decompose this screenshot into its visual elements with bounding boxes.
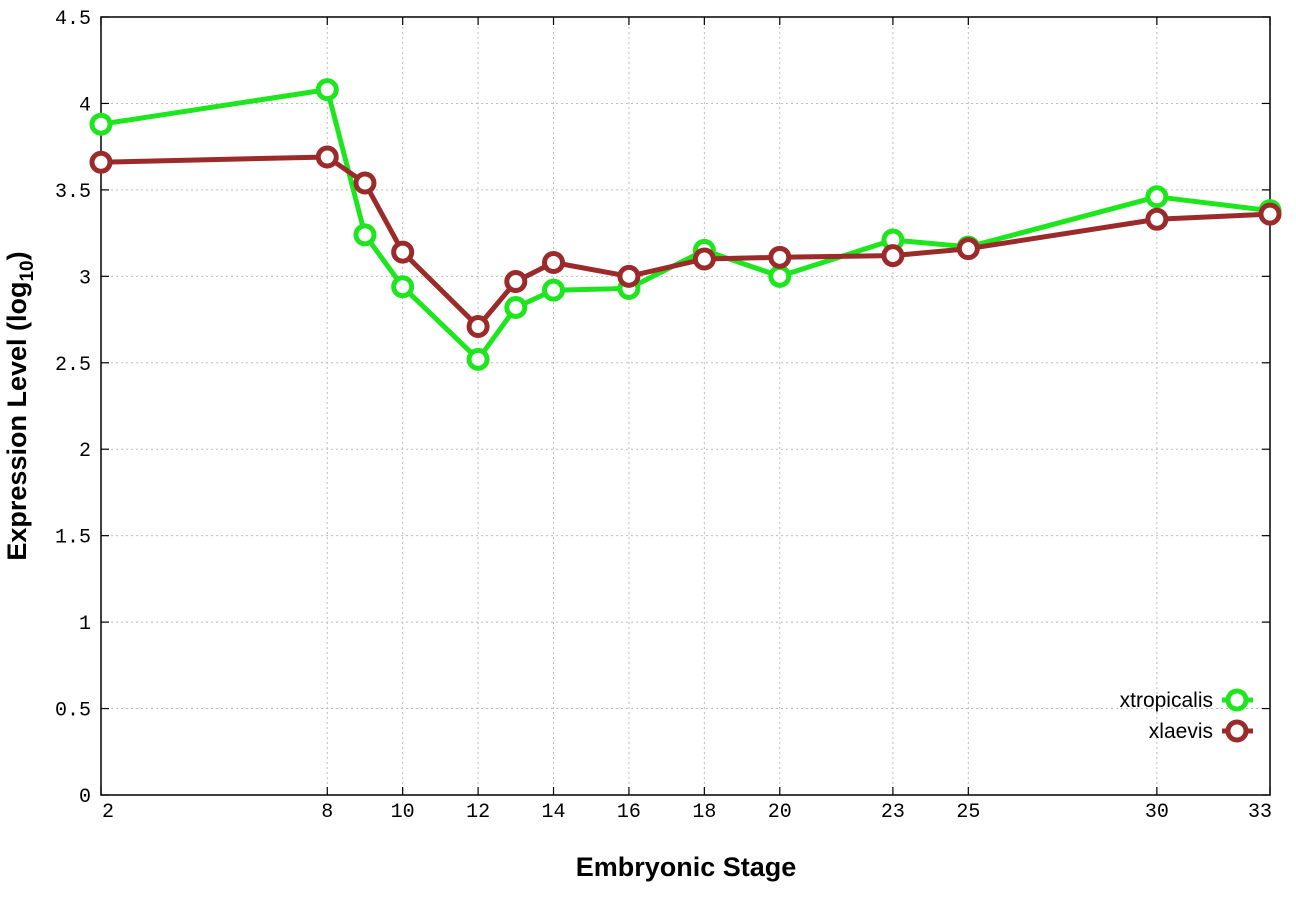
data-point-xlaevis-stage-9 bbox=[353, 171, 377, 195]
series-line-xlaevis bbox=[100, 154, 1271, 329]
y-tick-label-2-5: 2.5 bbox=[55, 354, 91, 377]
x-tick-label-25: 25 bbox=[956, 801, 980, 824]
data-point-xlaevis-stage-18 bbox=[692, 247, 716, 271]
y-tick-label-0: 0 bbox=[79, 786, 91, 809]
y-tick-label-2: 2 bbox=[79, 440, 91, 463]
data-point-xlaevis-stage-25 bbox=[956, 237, 980, 261]
y-axis-tick-labels: 0 0.5 1 1.5 2 2.5 3 3.5 4 4.5 bbox=[55, 8, 91, 809]
x-tick-label-18: 18 bbox=[692, 801, 716, 824]
data-point-xtropicalis-stage-10 bbox=[391, 275, 415, 299]
x-tick-label-14: 14 bbox=[542, 801, 566, 824]
y-tick-label-3: 3 bbox=[79, 267, 91, 290]
legend-swatch-marker-xlaevis bbox=[1225, 719, 1249, 743]
legend-swatch-marker-xtropicalis bbox=[1225, 688, 1249, 712]
y-axis-title: Expression Level (log10) bbox=[2, 251, 38, 560]
x-tick-label-8: 8 bbox=[321, 801, 333, 824]
x-tick-label-23: 23 bbox=[881, 801, 905, 824]
y-axis-title-main: Expression Level (log bbox=[2, 282, 32, 561]
data-point-xlaevis-stage-10 bbox=[391, 240, 415, 264]
grid bbox=[101, 17, 1270, 795]
data-point-xtropicalis-stage-30 bbox=[1145, 185, 1169, 209]
series-line-xtropicalis bbox=[100, 87, 1271, 362]
data-point-xlaevis-stage-13 bbox=[504, 270, 528, 294]
x-axis-tick-labels: 2 8 10 12 14 16 18 20 23 25 30 33 bbox=[102, 801, 1272, 824]
legend-label-xtropicalis: xtropicalis bbox=[1120, 689, 1213, 712]
data-point-xlaevis-stage-14 bbox=[542, 251, 566, 275]
x-tick-label-20: 20 bbox=[768, 801, 792, 824]
series-xtropicalis bbox=[89, 78, 1282, 371]
axis-ticks bbox=[100, 16, 1271, 796]
data-point-xlaevis-stage-23 bbox=[881, 244, 905, 268]
data-point-xlaevis-stage-16 bbox=[617, 264, 641, 288]
x-tick-label-2: 2 bbox=[102, 801, 114, 824]
data-point-xtropicalis-stage-14 bbox=[542, 278, 566, 302]
y-tick-label-4: 4 bbox=[79, 94, 91, 117]
data-point-xtropicalis-stage-8 bbox=[315, 78, 339, 102]
y-axis-title-subscript: 10 bbox=[17, 260, 38, 281]
legend-item-xlaevis: xlaevis bbox=[1149, 719, 1253, 743]
plot-area-frame bbox=[100, 16, 1271, 796]
data-point-xtropicalis-stage-13 bbox=[504, 295, 528, 319]
data-point-xtropicalis-stage-2 bbox=[89, 112, 113, 136]
y-tick-label-0-5: 0.5 bbox=[55, 700, 91, 723]
data-point-xlaevis-stage-33 bbox=[1258, 202, 1282, 226]
data-point-xlaevis-stage-2 bbox=[89, 150, 113, 174]
y-tick-label-3-5: 3.5 bbox=[55, 181, 91, 204]
legend-label-xlaevis: xlaevis bbox=[1149, 720, 1213, 743]
data-point-xtropicalis-stage-20 bbox=[768, 264, 792, 288]
data-point-xlaevis-stage-30 bbox=[1145, 207, 1169, 231]
x-tick-label-16: 16 bbox=[617, 801, 641, 824]
series-xlaevis bbox=[89, 145, 1282, 338]
y-tick-label-1: 1 bbox=[79, 613, 91, 636]
x-axis-title: Embryonic Stage bbox=[576, 852, 797, 882]
data-point-xtropicalis-stage-9 bbox=[353, 223, 377, 247]
x-tick-label-30: 30 bbox=[1145, 801, 1169, 824]
x-tick-label-12: 12 bbox=[466, 801, 490, 824]
legend: xtropicalis xlaevis bbox=[1120, 688, 1253, 743]
data-point-xlaevis-stage-20 bbox=[768, 245, 792, 269]
data-point-xtropicalis-stage-12 bbox=[466, 347, 490, 371]
data-point-xlaevis-stage-12 bbox=[466, 314, 490, 338]
x-tick-label-10: 10 bbox=[391, 801, 415, 824]
y-tick-label-4-5: 4.5 bbox=[55, 8, 91, 31]
data-point-xlaevis-stage-8 bbox=[315, 145, 339, 169]
y-axis-title-close: ) bbox=[2, 251, 32, 260]
legend-item-xtropicalis: xtropicalis bbox=[1120, 688, 1253, 712]
y-tick-label-1-5: 1.5 bbox=[55, 527, 91, 550]
series-layer bbox=[89, 78, 1282, 371]
x-tick-label-33: 33 bbox=[1248, 801, 1272, 824]
